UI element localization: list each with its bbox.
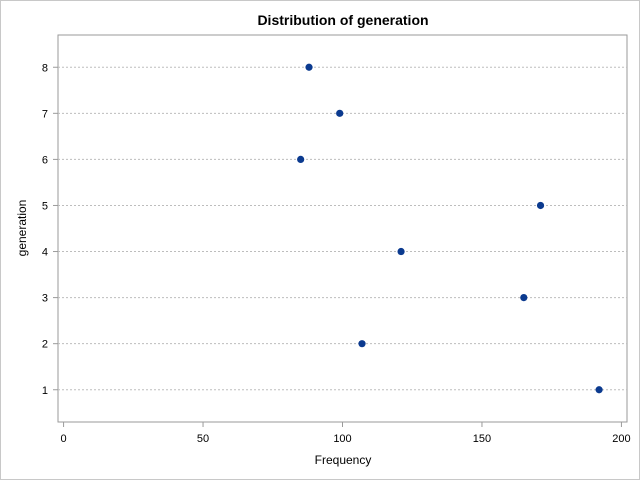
plot-area bbox=[57, 34, 628, 423]
x-axis-ticks: 0 50 100 150 200 bbox=[61, 422, 631, 445]
x-tick-label: 0 bbox=[61, 433, 67, 445]
y-tick-label: 5 bbox=[42, 200, 48, 212]
data-point bbox=[536, 201, 545, 210]
data-point bbox=[297, 155, 305, 163]
data-point bbox=[336, 109, 344, 117]
chart-title: Distribution of generation bbox=[257, 12, 428, 28]
x-tick-label: 200 bbox=[612, 433, 630, 445]
y-tick-label: 7 bbox=[42, 108, 48, 120]
y-tick-label: 3 bbox=[42, 293, 48, 305]
x-tick-label: 100 bbox=[333, 433, 351, 445]
data-point bbox=[305, 63, 313, 71]
y-tick-label: 6 bbox=[42, 154, 48, 166]
y-tick-label: 8 bbox=[42, 62, 48, 74]
y-tick-label: 2 bbox=[42, 339, 48, 351]
data-points bbox=[297, 63, 603, 394]
x-axis-label: Frequency bbox=[315, 453, 372, 467]
data-point bbox=[397, 247, 405, 256]
data-point bbox=[520, 294, 528, 302]
grid-lines bbox=[58, 66, 627, 391]
y-axis-ticks: 1 2 3 4 5 6 7 8 bbox=[42, 62, 58, 397]
x-tick-label: 150 bbox=[473, 433, 491, 445]
x-tick-label: 50 bbox=[197, 433, 209, 445]
y-tick-label: 1 bbox=[42, 385, 48, 397]
data-point bbox=[358, 340, 366, 348]
data-point bbox=[595, 386, 603, 394]
y-tick-label: 4 bbox=[42, 247, 48, 259]
y-axis-label: generation bbox=[15, 200, 29, 257]
